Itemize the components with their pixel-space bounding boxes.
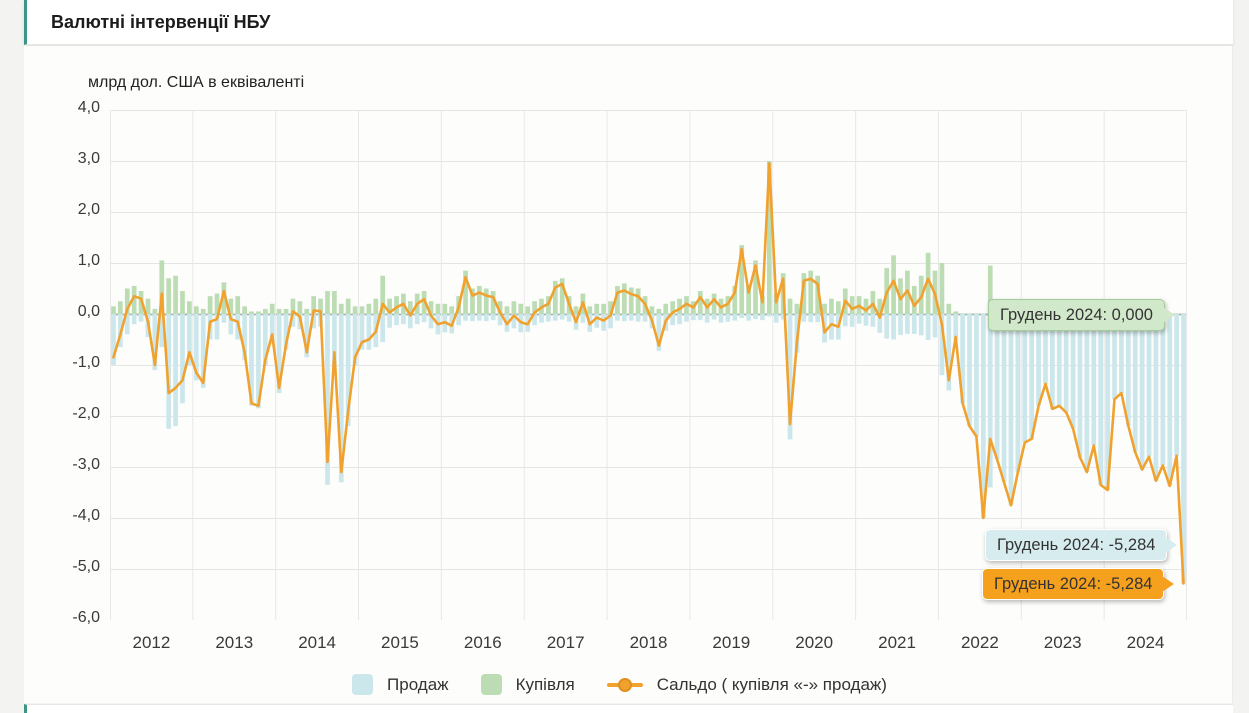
tooltip-saldo: Грудень 2024: -5,284 [982,568,1175,600]
x-tick-label: 2019 [712,633,751,652]
tooltip-purchase: Грудень 2024: 0,000 [988,299,1175,331]
x-tick-label: 2022 [960,633,999,652]
tooltip-sale: Грудень 2024: -5,284 [985,529,1178,561]
x-tick-label: 2017 [546,633,585,652]
legend-dot-icon [617,677,632,692]
legend: Продаж Купівля Сальдо ( купівля «-» прод… [24,674,1233,695]
y-tick-label: 4,0 [77,99,100,116]
legend-swatch-sale[interactable] [352,674,374,695]
plot-area[interactable] [110,110,1187,620]
tooltip-sale-text: Грудень 2024: -5,284 [997,535,1156,554]
x-tick-label: 2023 [1043,633,1082,652]
y-tick-label: -4,0 [72,507,100,524]
x-tick-label: 2013 [215,633,254,652]
page-title: Валютні інтервенції НБУ [51,11,271,32]
tooltip-saldo-text: Грудень 2024: -5,284 [994,574,1153,593]
y-tick-label: -5,0 [72,558,100,575]
y-tick-label: -2,0 [72,405,100,422]
x-axis: 2012 2013 2014 2015 2016 2017 2018 2019 2020 2021… [110,633,1187,657]
y-tick-label: 3,0 [77,150,100,167]
legend-line-marker-saldo[interactable] [606,677,643,692]
y-tick-label: 2,0 [77,201,100,218]
legend-label-sale[interactable]: Продаж [387,674,449,694]
x-tick-label: 2015 [381,633,419,652]
x-tick-label: 2012 [132,633,171,652]
x-tick-label: 2021 [878,633,916,652]
x-tick-label: 2018 [629,633,668,652]
chart-subtitle: млрд дол. США в еквіваленті [88,74,305,91]
chart-card: млрд дол. США в еквіваленті 4,0 3,0 2,0 1,0… [24,46,1233,703]
y-tick-label: 0,0 [77,303,100,320]
x-tick-label: 2020 [795,633,834,652]
y-tick-label: -1,0 [72,354,100,371]
tooltip-purchase-text: Грудень 2024: 0,000 [1000,305,1153,324]
y-tick-label: -6,0 [72,609,100,626]
legend-label-saldo[interactable]: Сальдо ( купівля «-» продаж) [656,674,887,694]
x-tick-label: 2014 [298,633,337,652]
legend-label-purchase[interactable]: Купівля [515,674,575,694]
chart-canvas[interactable] [110,110,1187,620]
y-tick-label: -3,0 [72,456,100,473]
accordion-header[interactable]: Валютні інтервенції НБУ [24,0,1233,45]
next-accordion-header[interactable] [24,704,1233,713]
x-tick-label: 2024 [1126,633,1165,652]
x-tick-label: 2016 [463,633,502,652]
legend-swatch-purchase[interactable] [480,674,502,695]
y-tick-label: 1,0 [77,252,100,269]
